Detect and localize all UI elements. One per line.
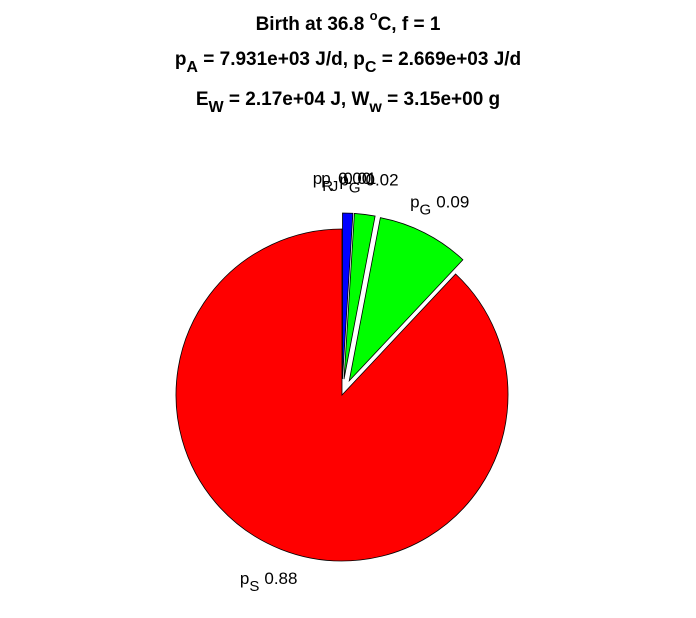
label-prefix: p — [313, 169, 322, 188]
label-prefix: p — [410, 193, 419, 212]
label-subscript: J — [331, 178, 339, 195]
label-subscript: R — [322, 178, 333, 195]
value-label: 0.02 — [365, 171, 398, 190]
subscript: C — [365, 59, 377, 76]
title-text: = 2.17e+04 J, W — [224, 89, 370, 110]
value-label: 0.09 — [436, 193, 469, 212]
pie-slice — [342, 212, 354, 380]
pie-slice — [175, 228, 509, 562]
value-label: 0.00 — [338, 169, 371, 188]
slice-label: pJ 0.01 — [321, 169, 376, 194]
slice-label: pS 0.88 — [240, 570, 298, 595]
label-subscript: G — [420, 201, 432, 218]
slice-label: pR 0.00 — [313, 169, 371, 194]
value-label: 0.88 — [264, 570, 297, 589]
chart-title: EW = 2.17e+04 J, Ww = 3.15e+00 g — [196, 89, 500, 116]
pie-slice — [348, 217, 464, 383]
slice-label: pG 0.02 — [339, 171, 398, 196]
subscript: w — [368, 99, 382, 116]
title-text: = 3.15e+00 g — [382, 89, 500, 110]
subscript: W — [209, 99, 225, 116]
title-text: p — [175, 49, 187, 70]
title-text: E — [196, 89, 209, 110]
label-prefix: p — [339, 171, 348, 190]
title-text: = 2.669e+03 J/d — [376, 49, 521, 70]
chart-title: Birth at 36.8 oC, f = 1 — [256, 8, 441, 35]
pie-slice — [343, 213, 376, 380]
chart-title: pA = 7.931e+03 J/d, pC = 2.669e+03 J/d — [175, 49, 521, 76]
slice-label: pG 0.09 — [410, 193, 469, 218]
label-prefix: p — [240, 570, 249, 589]
title-text: Birth at 36.8 — [256, 14, 370, 35]
title-text: C, f = 1 — [378, 14, 441, 35]
label-prefix: p — [321, 169, 330, 188]
label-subscript: S — [249, 578, 259, 595]
title-text: = 7.931e+03 J/d, p — [198, 49, 365, 70]
value-label: 0.01 — [343, 169, 376, 188]
label-subscript: G — [349, 179, 361, 196]
superscript: o — [370, 8, 378, 23]
subscript: A — [186, 59, 198, 76]
